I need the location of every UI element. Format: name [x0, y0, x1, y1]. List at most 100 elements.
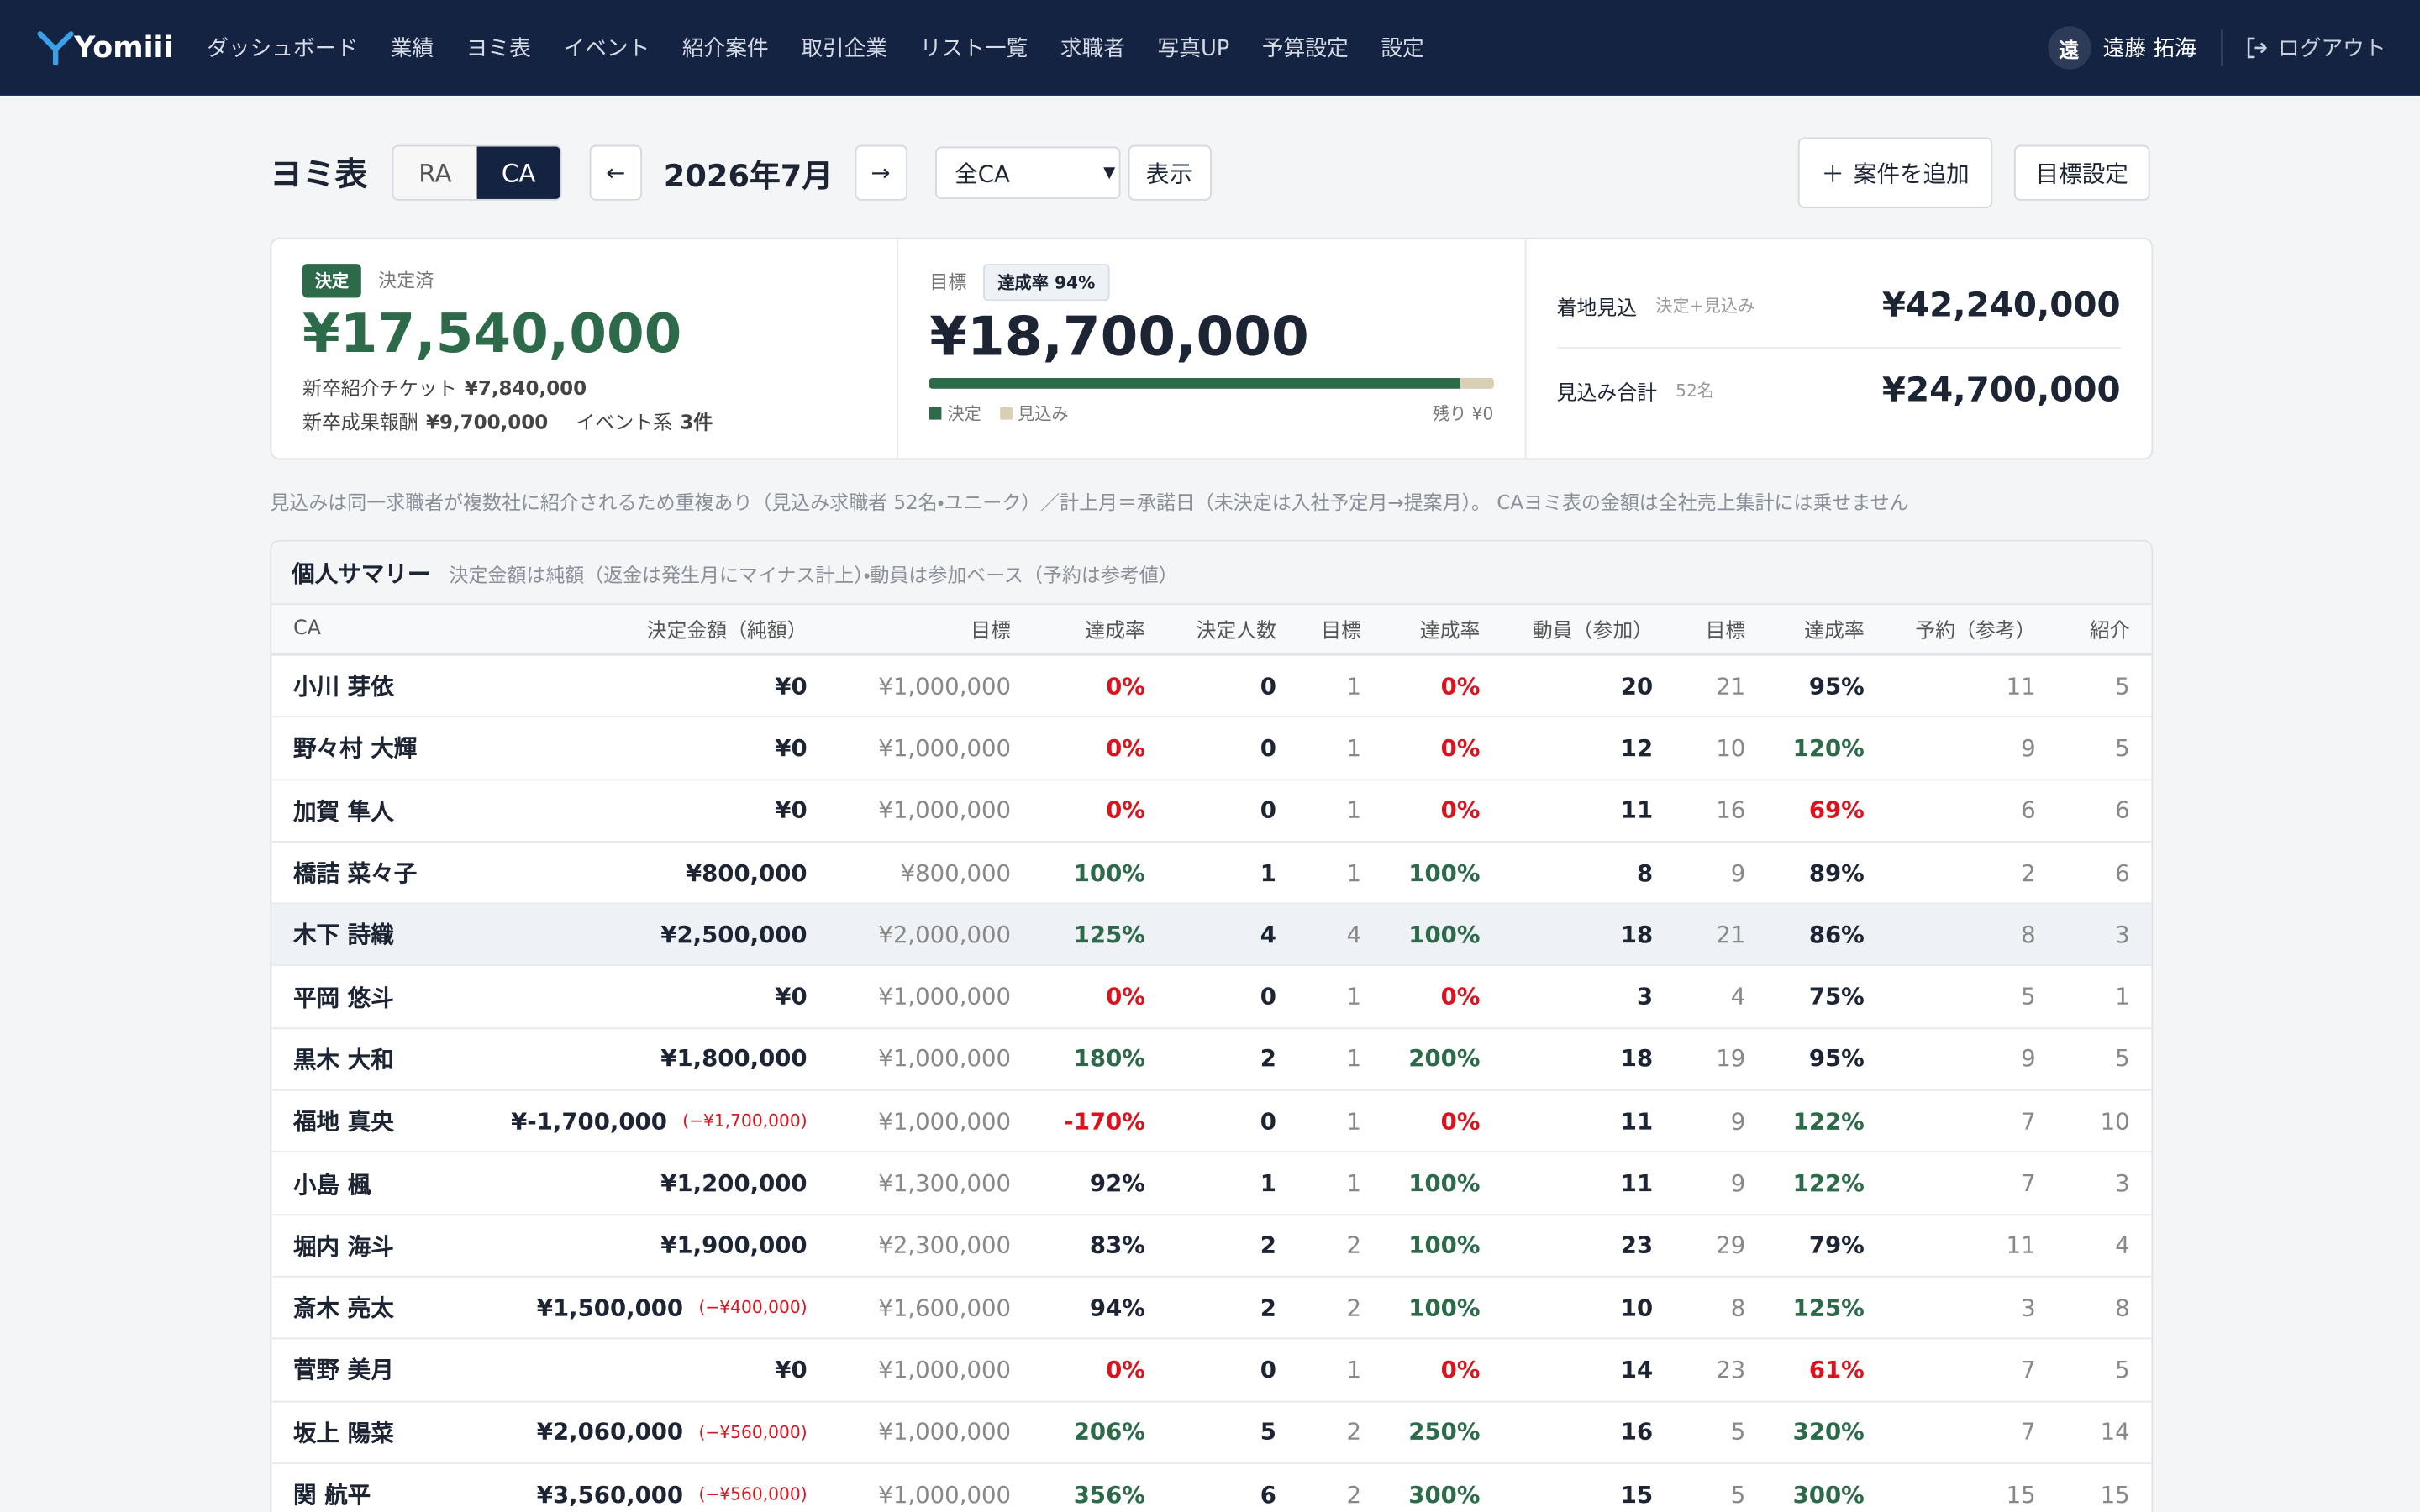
nav-item[interactable]: 写真UP	[1157, 37, 1230, 62]
cell-text: ¥1,900,000	[660, 1231, 808, 1260]
cell-text: 11	[2006, 672, 2036, 701]
logo[interactable]: Yomiii	[37, 31, 207, 66]
nav-item[interactable]: 設定	[1381, 37, 1424, 62]
toggle-ca[interactable]: CA	[476, 146, 560, 199]
table-cell: 0%	[1033, 656, 1167, 717]
add-button[interactable]: ＋案件を追加	[1797, 137, 1993, 208]
target-button[interactable]: 目標設定	[2013, 144, 2150, 201]
cell-text: 5	[2115, 1045, 2130, 1074]
cell-text: 300%	[1408, 1480, 1481, 1509]
cell-text: 0%	[1440, 672, 1481, 701]
table-cell: 5	[1675, 1402, 1767, 1462]
cell-text: 1	[1260, 858, 1276, 887]
table-cell: 200%	[1383, 1029, 1502, 1089]
cell-text: ¥1,000,000	[878, 1480, 1012, 1509]
cell-text: 250%	[1408, 1418, 1481, 1446]
table-cell: 6	[1886, 780, 2057, 841]
detail-value: ¥9,700,000	[425, 410, 549, 434]
prev-button[interactable]: ←	[589, 144, 643, 201]
cell-text: 0	[1260, 1107, 1276, 1136]
logout[interactable]: ログアウト	[2247, 33, 2386, 64]
table-row[interactable]: 黒木 大和 ¥1,800,000 ¥1,000,000 180% 2 1 200% 18 19 9…	[271, 1029, 2152, 1091]
table-cell: ¥1,000,000	[829, 1402, 1032, 1462]
cell-text: 1	[1346, 1356, 1362, 1384]
cell-text: 100%	[1408, 1294, 1481, 1322]
table-row[interactable]: 小川 芽依 ¥0 ¥1,000,000 0% 0 1 0% 20 21 95% 11 5	[271, 656, 2152, 718]
next-button[interactable]: →	[854, 144, 908, 201]
table-row[interactable]: 木下 詩織 ¥2,500,000 ¥2,000,000 125% 4 4 100% 18 21 8…	[271, 904, 2152, 967]
ca-select[interactable]: 全CA ▼	[934, 146, 1120, 199]
cell-text: 11	[1620, 1107, 1654, 1136]
nav-bar: Yomiii ダッシュボード 業績 ヨミ表 イベント 紹介案件 取引企業 リスト一覧 求職者 写…	[0, 0, 2420, 96]
cell-text: 61%	[1808, 1356, 1865, 1384]
label: 目標	[929, 271, 967, 293]
nav-item[interactable]: イベント	[563, 37, 650, 62]
table-cell: 福地 真央	[271, 1091, 465, 1152]
nav-item[interactable]: 紹介案件	[681, 37, 769, 62]
table-cell: ¥800,000	[829, 843, 1032, 903]
cell-text: 18	[1620, 1045, 1654, 1074]
toggle-ra[interactable]: RA	[393, 146, 477, 199]
detail-label: 新卒紹介チケット	[302, 376, 457, 400]
separator	[2221, 29, 2223, 66]
table-cell: ¥1,800,000	[465, 1029, 829, 1089]
logo-icon	[37, 31, 74, 66]
table-cell: 2	[1167, 1215, 1298, 1276]
table-cell: ¥1,000,000	[829, 1029, 1032, 1089]
table-row[interactable]: 野々村 大輝 ¥0 ¥1,000,000 0% 0 1 0% 12 10 120% 9 5	[271, 718, 2152, 780]
column-header: 目標	[1705, 620, 1746, 643]
table-cell: 2	[1886, 843, 2057, 903]
cell-text: 0%	[1440, 734, 1481, 763]
nav-item[interactable]: ヨミ表	[466, 37, 531, 62]
table-row[interactable]: 加賀 隼人 ¥0 ¥1,000,000 0% 0 1 0% 11 16 69% 6 6	[271, 780, 2152, 843]
cell-text: ¥-1,700,000	[511, 1107, 667, 1136]
table-cell: 2	[1167, 1029, 1298, 1089]
table-cell: 黒木 大和	[271, 1029, 465, 1089]
nav-item[interactable]: リスト一覧	[919, 37, 1028, 62]
table-cell: -170%	[1033, 1091, 1167, 1152]
nav-item[interactable]: 業績	[390, 37, 434, 62]
cell-text: 3	[1636, 983, 1654, 1011]
nav-item[interactable]: 求職者	[1060, 37, 1125, 62]
table-cell: 菅野 美月	[271, 1340, 465, 1400]
table-cell: ¥2,500,000	[465, 905, 829, 965]
nav-item[interactable]: ダッシュボード	[207, 37, 359, 62]
column-header: 達成率	[1419, 620, 1481, 643]
table-row[interactable]: 福地 真央 ¥-1,700,000 (−¥1,700,000) ¥1,000,000 -…	[271, 1091, 2152, 1153]
cell-text: 6	[2021, 796, 2036, 825]
cell-text: 0%	[1440, 796, 1481, 825]
table-cell: 95%	[1767, 1029, 1886, 1089]
show-button[interactable]: 表示	[1127, 144, 1212, 201]
table-row[interactable]: 斎木 亮太 ¥1,500,000 (−¥400,000) ¥1,600,000 94% 2…	[271, 1278, 2152, 1340]
cell-text: 320%	[1792, 1418, 1865, 1446]
nav-item[interactable]: 取引企業	[801, 37, 888, 62]
table-cell: 12	[1502, 718, 1675, 779]
table-row[interactable]: 堀内 海斗 ¥1,900,000 ¥2,300,000 83% 2 2 100% 23 29 79…	[271, 1215, 2152, 1278]
cell-text: 69%	[1808, 796, 1865, 825]
cell-text: 1	[1346, 858, 1362, 887]
cell-text: 黒木 大和	[292, 1046, 394, 1074]
table-cell: 23	[1502, 1215, 1675, 1276]
table-row[interactable]: 関 航平 ¥3,560,000 (−¥560,000) ¥1,000,000 356% 6…	[271, 1464, 2151, 1512]
table-cell: 19	[1675, 1029, 1767, 1089]
table-cell: 100%	[1383, 905, 1502, 965]
nav-item[interactable]: 予算設定	[1261, 37, 1349, 62]
cell-text: 3	[2115, 921, 2130, 949]
remaining: 残り ¥0	[1432, 404, 1494, 425]
table-row[interactable]: 坂上 陽菜 ¥2,060,000 (−¥560,000) ¥1,000,000 206%…	[271, 1402, 2152, 1464]
table-row[interactable]: 菅野 美月 ¥0 ¥1,000,000 0% 0 1 0% 14 23 61% 7 5	[271, 1340, 2152, 1402]
table-cell: 14	[2057, 1402, 2151, 1462]
cell-text: 関 航平	[292, 1481, 371, 1509]
cell-text: 1	[1260, 1169, 1276, 1198]
cell-text: 29	[1716, 1231, 1746, 1260]
cell-text: 94%	[1089, 1294, 1145, 1322]
table-row[interactable]: 橋詰 菜々子 ¥800,000 ¥800,000 100% 1 1 100% 8 9 89% 2 6	[271, 843, 2152, 905]
table-cell: 15	[1886, 1464, 2057, 1512]
table-row[interactable]: 小島 楓 ¥1,200,000 ¥1,300,000 92% 1 1 100% 11 9 122%…	[271, 1153, 2152, 1215]
table-cell: 9	[1886, 718, 2057, 779]
table-cell: 関 航平	[271, 1464, 465, 1512]
cell-text: 89%	[1808, 858, 1865, 887]
table-row[interactable]: 平岡 悠斗 ¥0 ¥1,000,000 0% 0 1 0% 3 4 75% 5 1	[271, 967, 2152, 1029]
table-cell: 83%	[1033, 1215, 1167, 1276]
table-cell: 7	[1886, 1091, 2057, 1152]
